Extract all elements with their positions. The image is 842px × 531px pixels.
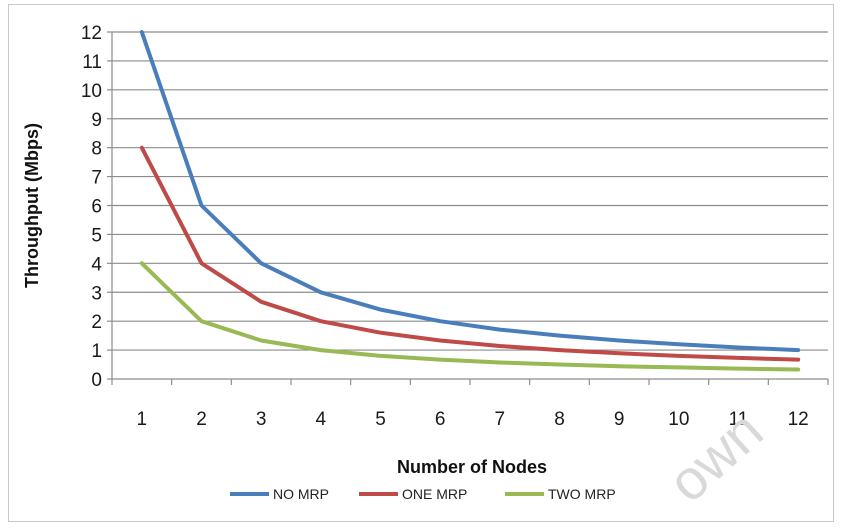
y-tick-label: 2 (91, 312, 102, 333)
y-tick-label: 4 (91, 254, 102, 275)
legend-label: TWO MRP (548, 486, 616, 502)
y-tick-label: 11 (82, 52, 102, 73)
chart-frame (8, 4, 834, 522)
gridlines (112, 31, 828, 351)
x-tick-label: 11 (729, 409, 749, 430)
series-line-two-mrp (139, 261, 801, 372)
y-tick-label: 6 (91, 197, 102, 218)
x-tick-label: 2 (196, 409, 207, 430)
x-tick-label: 5 (375, 409, 386, 430)
y-tick-label: 12 (81, 23, 102, 44)
legend-label: ONE MRP (402, 486, 467, 502)
y-tick-label: 0 (91, 370, 102, 391)
x-tick-label: 12 (788, 409, 809, 430)
y-tick-label: 10 (81, 81, 102, 102)
x-tick-label: 8 (554, 409, 565, 430)
y-tick-label: 7 (91, 168, 102, 189)
x-tick-label: 3 (256, 409, 267, 430)
series-lines (139, 30, 801, 372)
y-tick-label: 3 (91, 283, 102, 304)
x-axis-title: Number of Nodes (397, 457, 547, 477)
axes (107, 31, 829, 385)
x-tick-label: 7 (495, 409, 506, 430)
x-tick-label: 10 (668, 409, 689, 430)
x-tick-label: 9 (614, 409, 625, 430)
x-tick-label: 4 (316, 409, 327, 430)
y-tick-label: 8 (91, 139, 102, 160)
legend-label: NO MRP (273, 486, 329, 502)
x-tick-label: 1 (137, 409, 148, 430)
y-axis-title: Throughput (Mbps) (22, 123, 42, 288)
x-tick-label: 6 (435, 409, 446, 430)
y-tick-label: 1 (91, 341, 102, 362)
legend: NO MRP ONE MRP TWO MRP (230, 486, 616, 502)
series-line-one-mrp (139, 145, 801, 362)
y-tick-label: 5 (91, 225, 102, 246)
series-line-no-mrp (139, 30, 801, 353)
x-tick-labels: 1 2 3 4 5 6 7 8 9 10 11 12 (137, 409, 809, 430)
y-tick-label: 9 (91, 110, 102, 131)
